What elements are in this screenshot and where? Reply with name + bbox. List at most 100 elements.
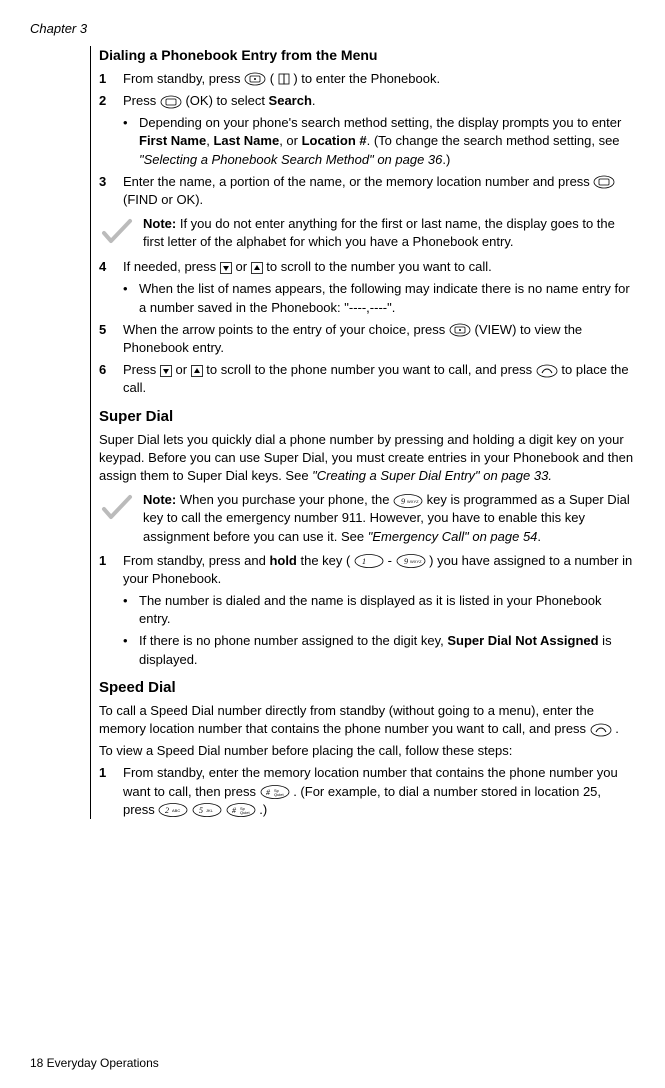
- text: .): [442, 152, 450, 167]
- text: the key (: [297, 553, 350, 568]
- step-num: 1: [99, 70, 123, 88]
- sp-step-1: 1 From standby, enter the memory locatio…: [99, 764, 635, 819]
- step-body: Press or to scroll to the phone number y…: [123, 361, 635, 397]
- svg-text:JKL: JKL: [206, 808, 214, 813]
- para: To call a Speed Dial number directly fro…: [99, 702, 635, 738]
- svg-text:WXYZ: WXYZ: [407, 499, 419, 504]
- text-bold: Last Name: [213, 133, 279, 148]
- text: -: [388, 553, 396, 568]
- two-key-icon: 2ABC: [158, 803, 188, 817]
- text: . (To change the search method setting, …: [367, 133, 620, 148]
- heading-super-dial: Super Dial: [99, 406, 635, 427]
- svg-text:9: 9: [401, 497, 405, 506]
- step-num: 3: [99, 173, 123, 209]
- text: , or: [279, 133, 301, 148]
- text-italic: "Selecting a Phonebook Search Method" on…: [139, 152, 442, 167]
- step-body: From standby, press ( ) to enter the Pho…: [123, 70, 635, 88]
- svg-text:5: 5: [199, 806, 203, 815]
- svg-text:ABC: ABC: [172, 808, 180, 813]
- step-num: 5: [99, 321, 123, 357]
- step-num: 2: [99, 92, 123, 110]
- bullet-dot: •: [123, 114, 139, 169]
- text: (: [270, 71, 274, 86]
- text: (FIND or OK).: [123, 192, 203, 207]
- down-arrow-icon: [160, 365, 172, 377]
- text: When the arrow points to the entry of yo…: [123, 322, 449, 337]
- text: or: [175, 362, 190, 377]
- bullet: • If there is no phone number assigned t…: [123, 632, 635, 668]
- chapter-label: Chapter 3: [30, 20, 635, 38]
- text: .): [259, 802, 267, 817]
- ok-key-icon: [160, 95, 182, 109]
- text: If needed, press: [123, 259, 220, 274]
- bullet-body: When the list of names appears, the foll…: [139, 280, 635, 316]
- note-label: Note:: [143, 492, 180, 507]
- step-body: Press (OK) to select Search.: [123, 92, 635, 110]
- text: to scroll to the phone number you want t…: [206, 362, 536, 377]
- svg-text:9: 9: [404, 557, 408, 566]
- note-block: Note: If you do not enter anything for t…: [99, 215, 635, 252]
- text: From standby, press: [123, 71, 244, 86]
- bullet-body: If there is no phone number assigned to …: [139, 632, 635, 668]
- step-4: 4 If needed, press or to scroll to the n…: [99, 258, 635, 276]
- soft-key-icon: [244, 72, 266, 86]
- step-num: 4: [99, 258, 123, 276]
- step-3: 3 Enter the name, a portion of the name,…: [99, 173, 635, 209]
- text: to scroll to the number you want to call…: [266, 259, 491, 274]
- text-bold: Search: [269, 93, 312, 108]
- view-key-icon: [449, 323, 471, 337]
- note-text: Note: If you do not enter anything for t…: [143, 215, 635, 251]
- call-key-icon: [590, 723, 612, 737]
- text: If there is no phone number assigned to …: [139, 633, 447, 648]
- one-key-icon: 1: [354, 554, 384, 568]
- nine-key-icon: 9WXYZ: [393, 494, 423, 508]
- step-body: From standby, enter the memory location …: [123, 764, 635, 819]
- bullet: • Depending on your phone's search metho…: [123, 114, 635, 169]
- svg-text:1: 1: [362, 557, 366, 566]
- bullet-dot: •: [123, 280, 139, 316]
- text: If you do not enter anything for the fir…: [143, 216, 615, 249]
- svg-text:#: #: [266, 788, 271, 797]
- check-icon: [99, 215, 143, 252]
- page-footer: 18 Everyday Operations: [30, 1055, 159, 1072]
- text: Press: [123, 93, 160, 108]
- sd-step-1: 1 From standby, press and hold the key (…: [99, 552, 635, 588]
- bullet-body: The number is dialed and the name is dis…: [139, 592, 635, 628]
- step-body: Enter the name, a portion of the name, o…: [123, 173, 635, 209]
- note-text: Note: When you purchase your phone, the …: [143, 491, 635, 546]
- heading-dialing: Dialing a Phonebook Entry from the Menu: [99, 46, 635, 66]
- check-icon: [99, 491, 143, 528]
- bullet: • When the list of names appears, the fo…: [123, 280, 635, 316]
- para: To view a Speed Dial number before placi…: [99, 742, 635, 760]
- step-body: When the arrow points to the entry of yo…: [123, 321, 635, 357]
- text-bold: First Name: [139, 133, 206, 148]
- step-5: 5 When the arrow points to the entry of …: [99, 321, 635, 357]
- text-bold: Super Dial Not Assigned: [447, 633, 598, 648]
- bullet-dot: •: [123, 592, 139, 628]
- text: Press: [123, 362, 160, 377]
- heading-speed-dial: Speed Dial: [99, 677, 635, 698]
- step-6: 6 Press or to scroll to the phone number…: [99, 361, 635, 397]
- text: or: [235, 259, 250, 274]
- svg-text:2: 2: [165, 806, 169, 815]
- note-label: Note:: [143, 216, 180, 231]
- text: (OK) to select: [185, 93, 268, 108]
- bullet-dot: •: [123, 632, 139, 668]
- text: From standby, press and: [123, 553, 269, 568]
- text: Enter the name, a portion of the name, o…: [123, 174, 593, 189]
- svg-text:#: #: [232, 806, 237, 815]
- phonebook-icon: [278, 73, 290, 85]
- text: Depending on your phone's search method …: [139, 115, 621, 130]
- main-content: Dialing a Phonebook Entry from the Menu …: [90, 46, 635, 819]
- ok-key-icon: [593, 175, 615, 189]
- svg-text:Quiet: Quiet: [240, 810, 250, 815]
- nine-key-icon: 9WXYZ: [396, 554, 426, 568]
- text: .: [537, 529, 541, 544]
- text-bold: Location #: [302, 133, 367, 148]
- svg-text:Quiet: Quiet: [274, 792, 284, 797]
- up-arrow-icon: [251, 262, 263, 274]
- text: ) to enter the Phonebook.: [293, 71, 440, 86]
- text-bold: hold: [269, 553, 296, 568]
- bullet: • The number is dialed and the name is d…: [123, 592, 635, 628]
- text: .: [615, 721, 619, 736]
